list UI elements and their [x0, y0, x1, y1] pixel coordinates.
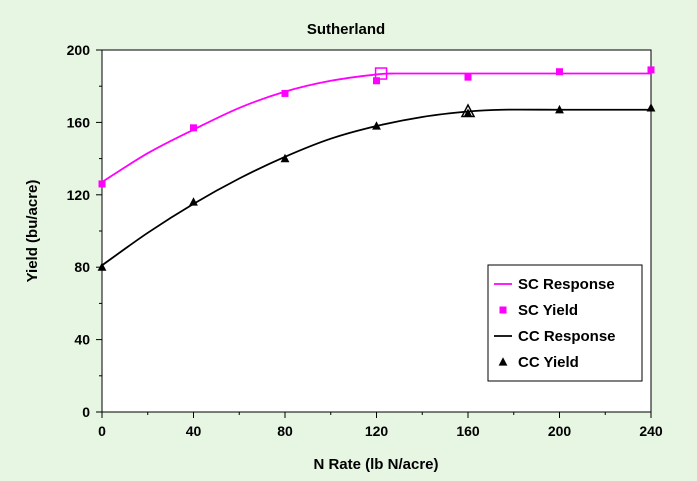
legend: SC Response SC Yield CC Response CC Yield	[487, 264, 643, 382]
y-tick-label: 200	[67, 42, 91, 58]
legend-box	[487, 264, 643, 382]
axis-ticks: 0 40 80 120 160 200 240 0 40 80 120 160 200	[67, 42, 663, 439]
legend-entry-label: CC Yield	[518, 354, 579, 371]
sc-yield-point	[373, 77, 380, 85]
cc-yield-point	[646, 103, 656, 112]
legend-entry-label: SC Yield	[518, 302, 578, 319]
x-axis-label: N Rate (lb N/acre)	[313, 456, 438, 473]
sc-yield-point	[647, 66, 655, 74]
x-tick-label: 120	[365, 423, 389, 439]
cc-yield-point	[372, 121, 381, 130]
x-tick-label: 0	[98, 423, 106, 439]
open-triangle-marker	[460, 103, 476, 118]
sc-yield-point	[556, 68, 563, 76]
cc-yield-point	[189, 197, 198, 206]
sc-yield-point	[98, 180, 106, 188]
y-axis-label: Yield (bu/acre)	[24, 180, 41, 283]
x-tick-label: 40	[186, 423, 202, 439]
legend-entry-label: CC Response	[518, 328, 616, 345]
y-tick-label: 80	[74, 259, 90, 275]
sc-yield-point	[281, 89, 289, 97]
sc-yield-point	[190, 124, 197, 132]
open-square-marker	[374, 67, 388, 80]
y-tick-label: 40	[74, 332, 90, 348]
cc-yield-point	[97, 262, 107, 271]
x-tick-label: 160	[456, 423, 480, 439]
x-tick-label: 200	[548, 423, 572, 439]
y-tick-label: 0	[82, 404, 90, 420]
cc-yield-point	[463, 108, 473, 117]
x-tick-label: 240	[639, 423, 663, 439]
cc-yield-point	[555, 104, 564, 114]
y-tick-label: 120	[67, 187, 91, 203]
legend-swatch-marker	[499, 306, 507, 314]
legend-entry-label: SC Response	[518, 276, 615, 293]
x-tick-label: 80	[277, 423, 293, 439]
data-markers	[97, 66, 656, 271]
sc-yield-point	[464, 73, 472, 81]
chart-title: Sutherland	[307, 21, 385, 38]
cc-yield-point	[280, 153, 290, 163]
y-tick-label: 160	[67, 114, 91, 130]
legend-swatch-marker	[498, 357, 508, 366]
